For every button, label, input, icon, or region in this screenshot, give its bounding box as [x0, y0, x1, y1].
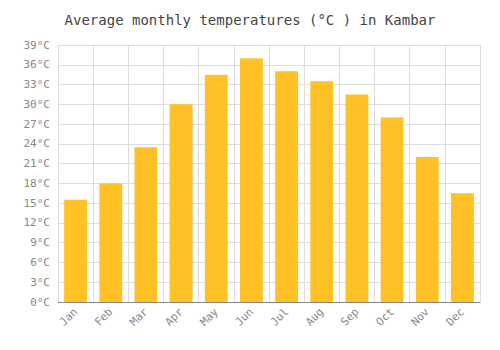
svg-text:24°C: 24°C — [24, 137, 51, 150]
svg-text:Nov: Nov — [409, 305, 432, 328]
svg-text:33°C: 33°C — [24, 78, 51, 91]
svg-text:Jan: Jan — [57, 305, 80, 328]
svg-text:30°C: 30°C — [24, 98, 51, 111]
svg-text:Average monthly temperatures (: Average monthly temperatures (°C ) in Ka… — [65, 12, 436, 28]
svg-text:Dec: Dec — [444, 305, 467, 328]
svg-text:Jun: Jun — [233, 305, 256, 328]
svg-text:Aug: Aug — [303, 305, 326, 328]
svg-text:May: May — [198, 305, 221, 328]
svg-text:39°C: 39°C — [24, 39, 51, 52]
svg-text:Mar: Mar — [127, 305, 150, 328]
svg-text:9°C: 9°C — [30, 236, 50, 249]
svg-text:Apr: Apr — [162, 305, 185, 328]
svg-text:36°C: 36°C — [24, 58, 51, 71]
svg-text:3°C: 3°C — [30, 276, 50, 289]
svg-text:Feb: Feb — [92, 305, 115, 328]
svg-text:Jul: Jul — [268, 305, 291, 328]
svg-text:0°C: 0°C — [30, 296, 50, 309]
svg-text:18°C: 18°C — [24, 177, 51, 190]
svg-text:15°C: 15°C — [24, 197, 51, 210]
svg-text:Sep: Sep — [338, 305, 361, 328]
svg-text:27°C: 27°C — [24, 118, 51, 131]
svg-text:12°C: 12°C — [24, 216, 51, 229]
svg-text:21°C: 21°C — [24, 157, 51, 170]
svg-text:6°C: 6°C — [30, 256, 50, 269]
svg-text:Oct: Oct — [373, 305, 396, 328]
